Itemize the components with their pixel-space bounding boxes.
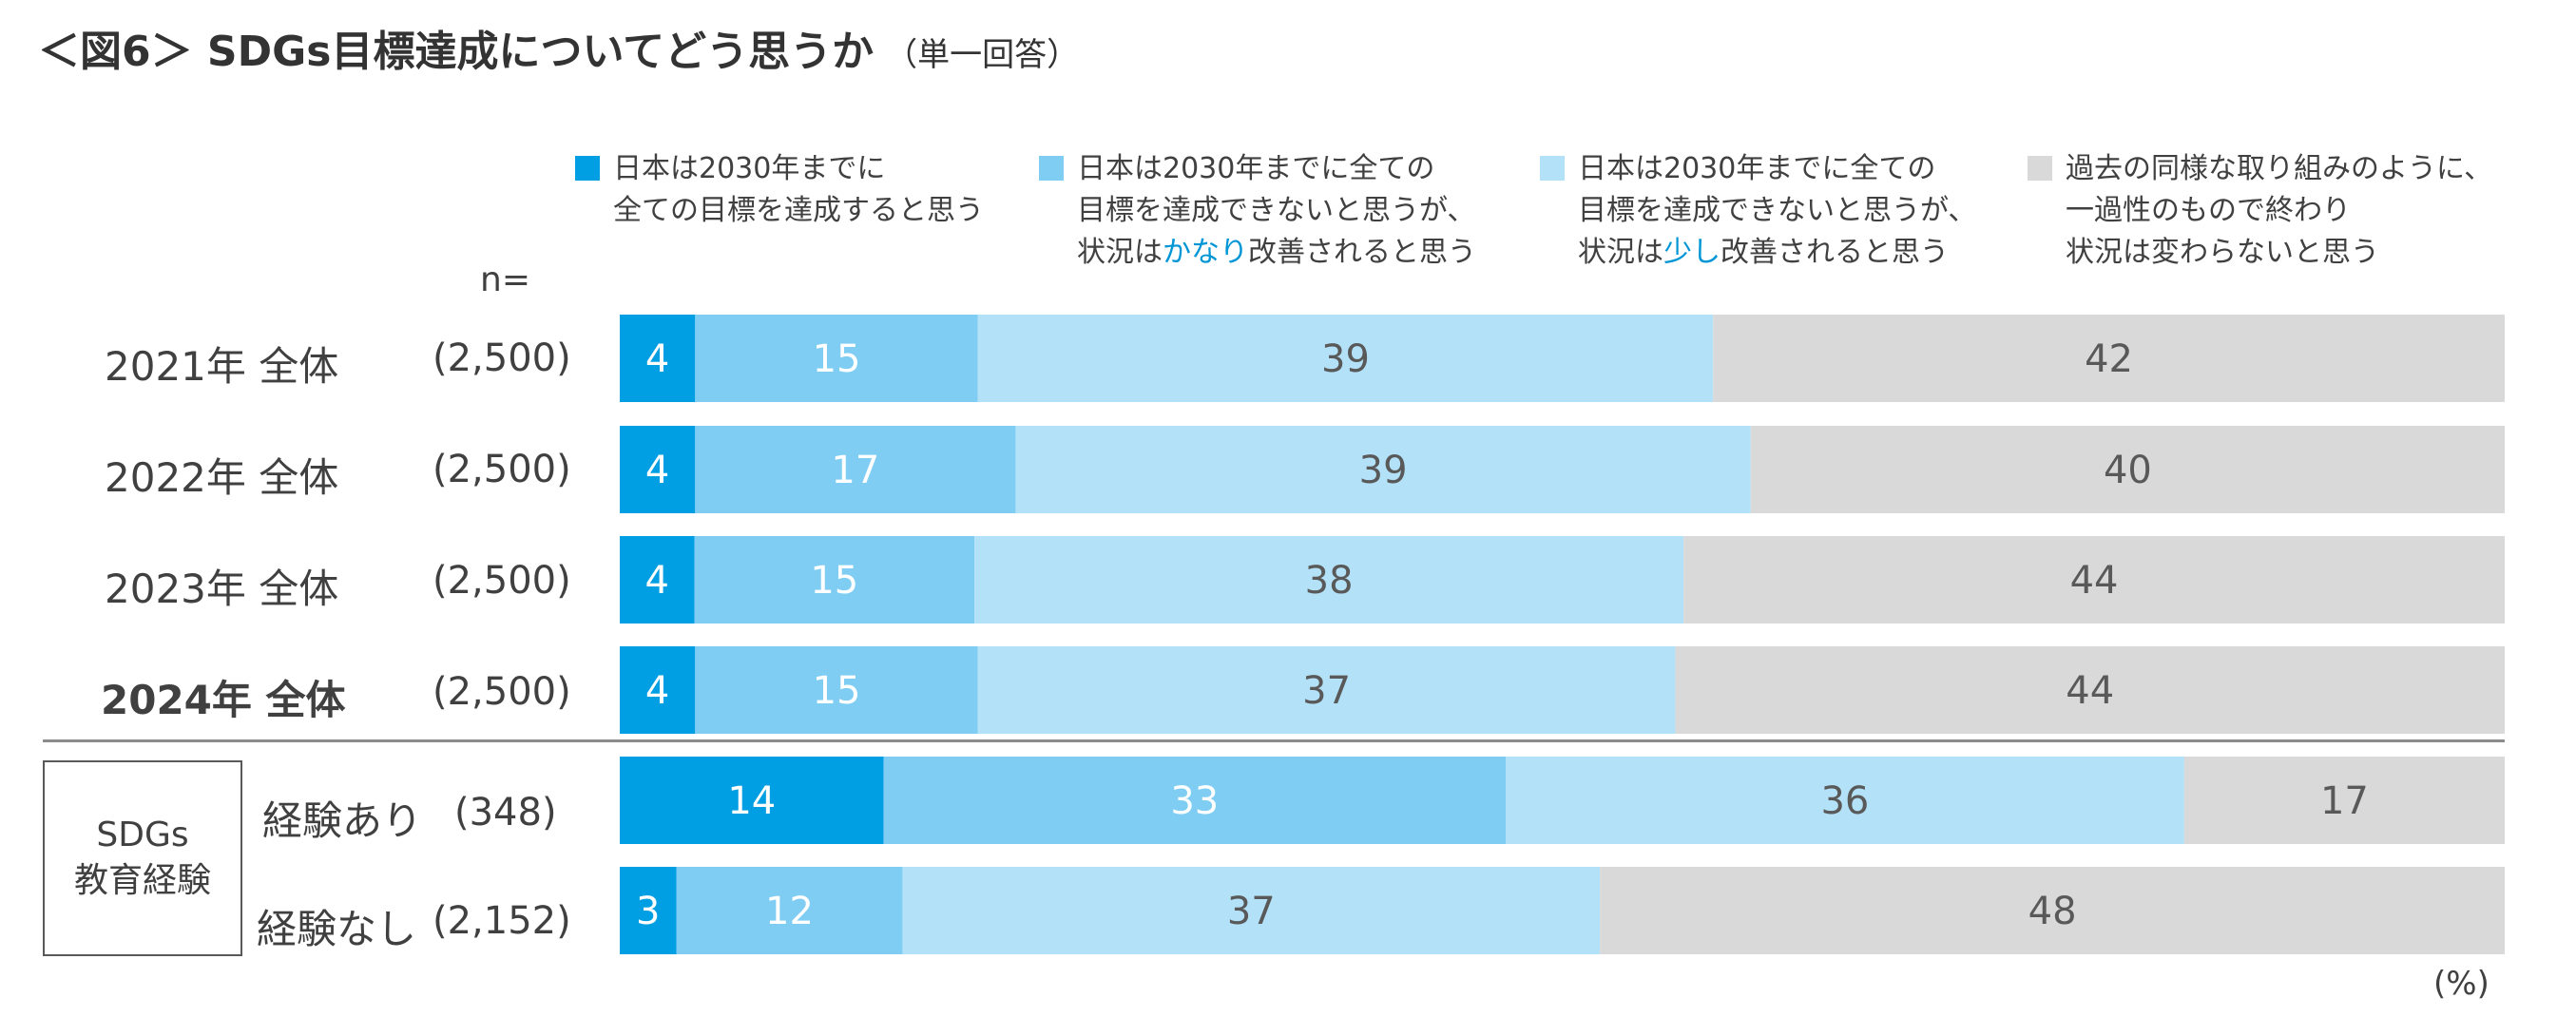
bar-segment-r4-s1 xyxy=(883,757,1507,844)
legend-swatch-4 xyxy=(2028,156,2052,181)
bar-value-label-r1-s2: 39 xyxy=(1359,449,1408,492)
row-label-2022: 2022年 全体 xyxy=(105,454,339,501)
bar-segment-r5-s3 xyxy=(1600,867,2505,954)
legend-text-3: 日本は2030年までに全ての 目標を達成できないと思うが、 状況は少し改善される… xyxy=(1578,152,1977,269)
row-n-not-experienced: (2,152) xyxy=(433,899,571,943)
row-n-2024: (2,500) xyxy=(433,670,571,714)
bar-value-label-r2-s1: 15 xyxy=(810,559,858,603)
bar-value-label-r1-s3: 40 xyxy=(2104,449,2152,492)
bar-value-label-r0-s2: 39 xyxy=(1321,337,1370,381)
bar-value-label-r2-s3: 44 xyxy=(2070,559,2119,603)
row-n-experienced: (348) xyxy=(454,791,557,835)
bar-value-label-r3-s2: 37 xyxy=(1302,669,1351,713)
bar-segment-r1-s0 xyxy=(620,426,696,513)
bar-value-label-r1-s1: 17 xyxy=(831,449,879,492)
bar-segment-r5-s0 xyxy=(620,867,677,954)
legend-text-2: 日本は2030年までに全ての 目標を達成できないと思うが、 状況はかなり改善され… xyxy=(1077,152,1476,269)
bar-segment-r2-s1 xyxy=(694,536,975,624)
bar-value-label-r2-s0: 4 xyxy=(645,559,669,603)
bar-value-label-r2-s2: 38 xyxy=(1305,559,1354,603)
bar-value-label-r0-s0: 4 xyxy=(645,337,669,381)
legend-text-1: 日本は2030年までに 全ての目標を達成すると思う xyxy=(613,152,984,227)
row-n-2023: (2,500) xyxy=(433,559,571,603)
bar-segment-r0-s2 xyxy=(977,315,1714,402)
bar-value-label-r0-s1: 15 xyxy=(813,337,861,381)
bar-segment-r2-s3 xyxy=(1683,536,2505,624)
chart-title-sub: （単一回答） xyxy=(885,36,1080,74)
unit-label: (%) xyxy=(2433,965,2489,1003)
group-divider xyxy=(43,739,2505,742)
bar-segment-r5-s1 xyxy=(676,867,903,954)
bar-value-label-r3-s3: 44 xyxy=(2066,669,2114,713)
row-label-experienced: 経験あり xyxy=(262,797,423,844)
bar-value-label-r4-s2: 36 xyxy=(1820,779,1869,823)
bar-segment-r3-s0 xyxy=(620,646,696,734)
bar-value-label-r5-s0: 3 xyxy=(636,890,660,933)
bar-value-label-r4-s3: 17 xyxy=(2320,779,2369,823)
bar-value-label-r3-s0: 4 xyxy=(645,669,669,713)
bar-segment-r1-s3 xyxy=(1750,426,2505,513)
bar-segment-r3-s2 xyxy=(977,646,1676,734)
row-label-not-experienced: 経験なし xyxy=(257,906,417,952)
bar-segment-r3-s1 xyxy=(695,646,978,734)
chart-title: ＜図6＞ SDGs目標達成についてどう思うか （単一回答） xyxy=(38,17,1079,78)
bar-value-label-r1-s0: 4 xyxy=(645,449,669,492)
bar-segment-r0-s3 xyxy=(1713,315,2505,402)
group-label: SDGs 教育経験 xyxy=(73,816,211,900)
bar-value-label-r5-s2: 37 xyxy=(1227,890,1276,933)
bar-value-label-r4-s0: 14 xyxy=(727,779,776,823)
row-n-2021: (2,500) xyxy=(433,336,571,380)
bar-segment-r4-s2 xyxy=(1506,757,2184,844)
n-label: n= xyxy=(480,260,530,299)
bar-segment-r1-s1 xyxy=(695,426,1016,513)
row-label-2024: 2024年 全体 xyxy=(101,677,346,723)
legend-swatch-2 xyxy=(1039,156,1064,181)
bar-value-label-r3-s1: 15 xyxy=(813,669,861,713)
group-label-box: SDGs 教育経験 xyxy=(43,760,242,956)
bar-segment-r2-s2 xyxy=(974,536,1684,624)
bar-segment-r1-s2 xyxy=(1015,426,1751,513)
legend-text-4: 過去の同様な取り組みのように、 一過性のもので終わり 状況は変わらないと思う xyxy=(2066,152,2493,269)
bar-segment-r0-s0 xyxy=(620,315,696,402)
row-n-2022: (2,500) xyxy=(433,448,571,491)
bar-segment-r5-s2 xyxy=(902,867,1601,954)
bar-segment-r4-s0 xyxy=(620,757,884,844)
row-label-2023: 2023年 全体 xyxy=(105,566,339,612)
legend-swatch-1 xyxy=(575,156,600,181)
bar-segment-r3-s3 xyxy=(1675,646,2505,734)
bar-value-label-r5-s1: 12 xyxy=(765,890,814,933)
bar-segment-r4-s3 xyxy=(2183,757,2505,844)
bar-segment-r2-s0 xyxy=(620,536,695,624)
chart-title-main: ＜図6＞ SDGs目標達成についてどう思うか xyxy=(38,28,875,76)
bar-value-label-r5-s3: 48 xyxy=(2028,890,2077,933)
legend-swatch-3 xyxy=(1540,156,1565,181)
row-label-2021: 2021年 全体 xyxy=(105,343,339,390)
bar-value-label-r0-s3: 42 xyxy=(2085,337,2133,381)
bar-segment-r0-s1 xyxy=(695,315,978,402)
bar-value-label-r4-s1: 33 xyxy=(1170,779,1219,823)
